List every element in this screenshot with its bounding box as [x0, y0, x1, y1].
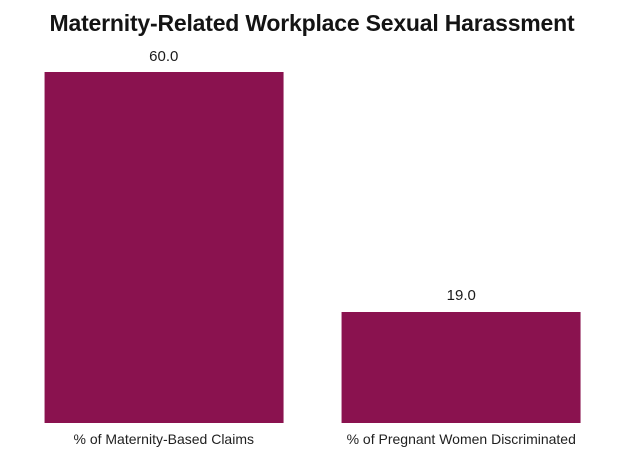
- bar-pregnant-discriminated: [341, 311, 581, 423]
- bar-group-maternity-claims: 60.0: [15, 48, 313, 423]
- value-label-maternity-claims: 60.0: [149, 47, 179, 65]
- x-tick-label-pregnant-discriminated: % of Pregnant Women Discriminated: [346, 431, 576, 447]
- plot-area: 60.0 19.0: [15, 48, 611, 423]
- chart-title: Maternity-Related Workplace Sexual Haras…: [49, 10, 575, 36]
- value-label-pregnant-discriminated: 19.0: [446, 287, 476, 305]
- bar-maternity-claims: [44, 72, 284, 423]
- bar-group-pregnant-discriminated: 19.0: [313, 72, 611, 423]
- x-axis-labels: % of Maternity-Based Claims % of Pregnan…: [15, 431, 610, 448]
- x-tick-label-maternity-claims: % of Maternity-Based Claims: [73, 431, 254, 447]
